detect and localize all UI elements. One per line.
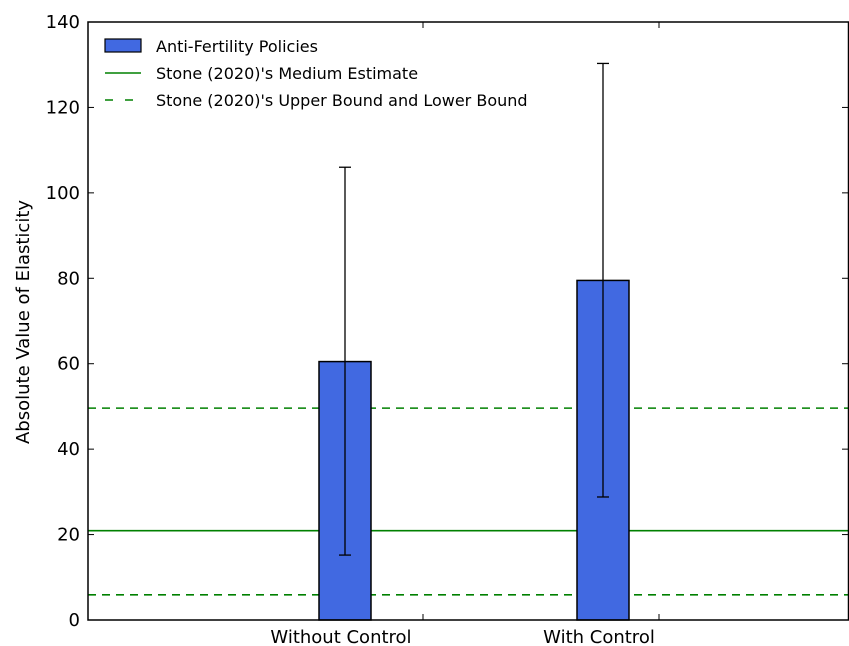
y-tick-label-40: 40 <box>57 439 80 460</box>
y-tick-label-20: 20 <box>57 525 80 546</box>
error-bars <box>339 62 609 556</box>
y-axis-label: Absolute Value of Elasticity <box>13 200 34 444</box>
legend-label-bars: Anti-Fertility Policies <box>156 37 318 56</box>
y-tick-label-0: 0 <box>69 610 80 631</box>
legend-label-medium: Stone (2020)'s Medium Estimate <box>156 64 418 83</box>
x-category-label-1: With Control <box>543 627 655 646</box>
y-tick-label-120: 120 <box>46 97 80 118</box>
x-category-label-0: Without Control <box>270 627 411 646</box>
y-tick-label-100: 100 <box>46 183 80 204</box>
legend-swatch-bars <box>104 38 142 53</box>
y-tick-label-60: 60 <box>57 354 80 375</box>
legend: Anti-Fertility Policies Stone (2020)'s Me… <box>104 37 528 110</box>
y-tick-label-140: 140 <box>46 12 80 33</box>
y-tick-label-80: 80 <box>57 268 80 289</box>
bars <box>318 279 630 621</box>
legend-label-bounds: Stone (2020)'s Upper Bound and Lower Bou… <box>156 91 528 110</box>
reference-lines <box>88 407 849 596</box>
